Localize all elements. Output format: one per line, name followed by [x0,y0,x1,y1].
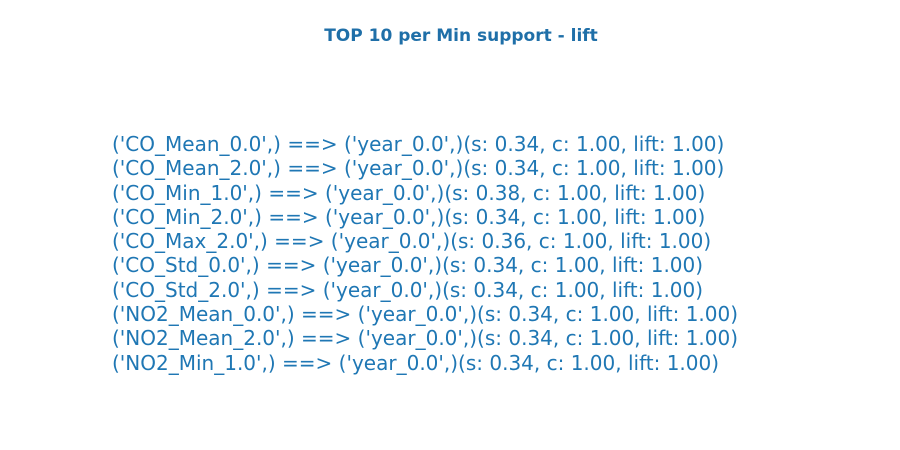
rule-item: ('CO_Min_2.0',) ==> ('year_0.0',)(s: 0.3… [112,204,706,229]
rule-item: ('CO_Std_2.0',) ==> ('year_0.0',)(s: 0.3… [112,277,704,302]
rule-item: ('NO2_Mean_0.0',) ==> ('year_0.0',)(s: 0… [112,302,739,327]
rule-item: ('CO_Std_0.0',) ==> ('year_0.0',)(s: 0.3… [112,253,704,278]
rule-item: ('CO_Max_2.0',) ==> ('year_0.0',)(s: 0.3… [112,229,712,254]
rule-item: ('NO2_Mean_2.0',) ==> ('year_0.0',)(s: 0… [112,326,739,351]
rule-item: ('CO_Mean_0.0',) ==> ('year_0.0',)(s: 0.… [112,132,725,156]
rule-item: ('CO_Mean_2.0',) ==> ('year_0.0',)(s: 0.… [112,156,725,181]
figure-title: TOP 10 per Min support - lift [324,26,598,46]
rule-list: ('CO_Mean_0.0',) ==> ('year_0.0',)(s: 0.… [112,132,738,375]
rule-item: ('CO_Min_1.0',) ==> ('year_0.0',)(s: 0.3… [112,180,706,205]
rule-item: ('NO2_Min_1.0',) ==> ('year_0.0',)(s: 0.… [112,350,720,375]
